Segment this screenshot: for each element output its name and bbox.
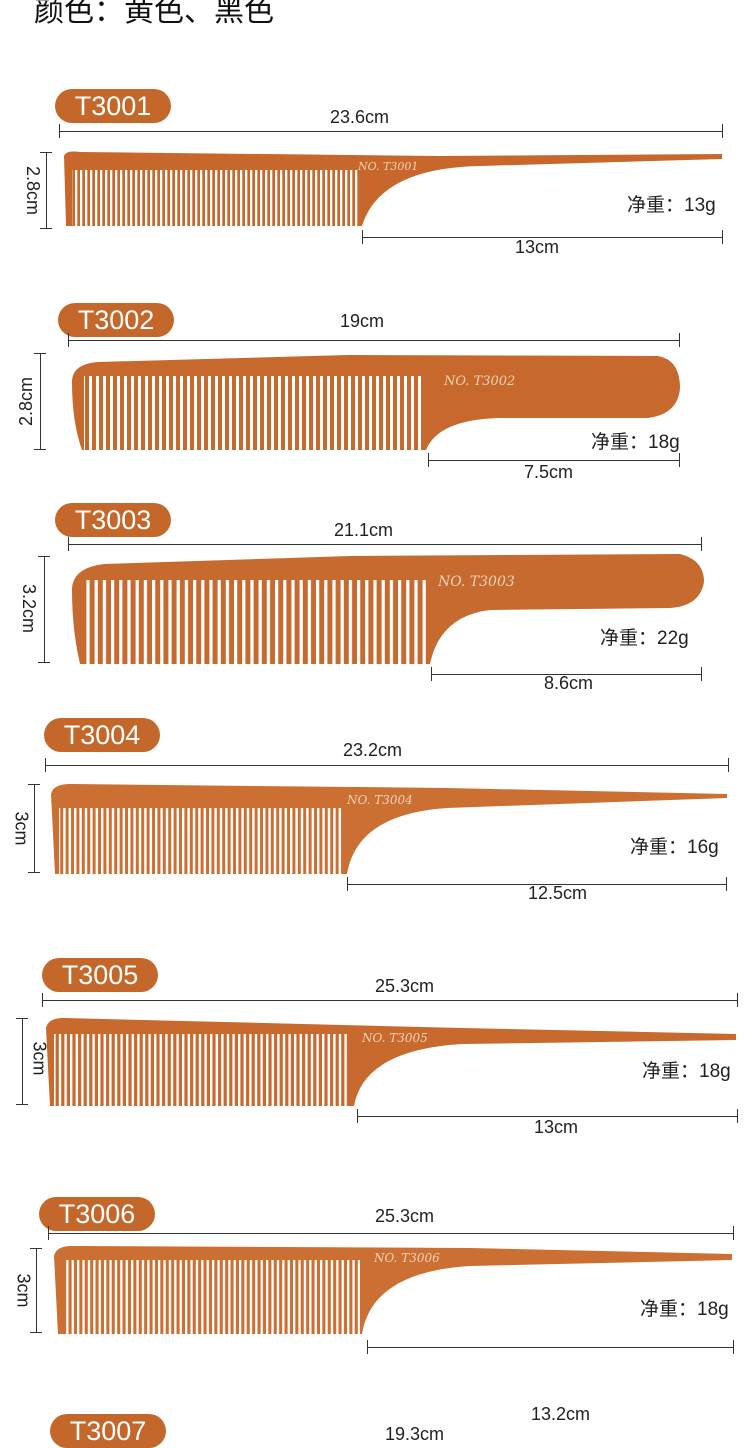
tick [28, 784, 40, 785]
stamp-text: NO. T3006 [373, 1251, 440, 1265]
weight-text: 净重：13g [627, 195, 716, 216]
tick [30, 1332, 42, 1333]
tick [728, 758, 729, 772]
tick [701, 537, 702, 551]
color-info-text: 颜色：黄色、黑色 [34, 0, 274, 28]
comb-image: NO. T3001 [64, 151, 722, 228]
length-label: 21.1cm [334, 520, 394, 540]
tick [733, 1340, 734, 1354]
model-badge: T3001 [55, 89, 171, 123]
weight-text: 净重：22g [600, 628, 689, 649]
height-label: 3cm [11, 811, 32, 846]
tick [38, 556, 50, 557]
tick [357, 1109, 358, 1123]
tick [16, 1018, 28, 1019]
length-label: 19cm [340, 311, 385, 331]
tick [733, 1226, 734, 1240]
comb-image: NO. T3004 [51, 784, 727, 876]
tick [679, 453, 680, 467]
model-badge: T3003 [55, 503, 171, 537]
tick [40, 152, 52, 153]
tick [722, 230, 723, 244]
tick [59, 124, 60, 138]
weight-text: 净重：18g [640, 1299, 729, 1320]
weight-text: 净重：18g [591, 432, 680, 453]
handle-line [347, 884, 727, 885]
tick [28, 872, 40, 873]
handle-label: 8.6cm [544, 673, 594, 693]
length-label: 19.3cm [385, 1424, 445, 1444]
handle-label: 13.2cm [531, 1404, 591, 1424]
model-badge: T3002 [58, 303, 174, 337]
tick [679, 333, 680, 347]
tick [722, 124, 723, 138]
handle-line [357, 1116, 737, 1117]
tick [68, 537, 69, 551]
height-line [34, 784, 35, 872]
length-line [48, 1233, 734, 1234]
tick [40, 228, 52, 229]
height-line [46, 152, 47, 228]
comb-image: NO. T3006 [54, 1246, 732, 1334]
length-label: 23.6cm [330, 107, 390, 127]
tick [34, 449, 46, 450]
tick [42, 993, 43, 1007]
tick [347, 877, 348, 891]
tick [362, 230, 363, 244]
handle-label: 13cm [534, 1117, 579, 1137]
height-label: 3cm [13, 1273, 34, 1308]
model-badge: T3005 [42, 958, 158, 992]
comb-image: NO. T3002 [72, 355, 680, 452]
tick [68, 333, 69, 347]
model-badge: T3007 [50, 1414, 166, 1448]
height-line [36, 1248, 37, 1332]
tick [428, 453, 429, 467]
height-line [40, 353, 41, 449]
comb-image: NO. T3003 [72, 554, 704, 666]
stamp-text: NO. T3003 [437, 574, 515, 590]
tick [737, 993, 738, 1007]
tick [701, 667, 702, 681]
length-line [45, 765, 729, 766]
tick [34, 353, 46, 354]
length-label: 23.2cm [343, 740, 403, 760]
weight-text: 净重：18g [642, 1061, 731, 1082]
tick [45, 758, 46, 772]
model-badge: T3004 [44, 718, 160, 752]
handle-label: 13cm [515, 237, 560, 257]
handle-line [431, 674, 702, 675]
handle-label: 12.5cm [528, 883, 588, 903]
height-label: 2.8cm [16, 376, 37, 427]
comb-image: NO. T3005 [46, 1018, 736, 1106]
handle-line [367, 1347, 734, 1348]
tick [48, 1226, 49, 1240]
tick [30, 1248, 42, 1249]
tick [38, 662, 50, 663]
stamp-text: NO. T3005 [361, 1031, 428, 1045]
length-line [68, 544, 702, 545]
height-label: 2.8cm [23, 165, 44, 216]
stamp-text: NO. T3004 [346, 793, 413, 807]
handle-line [428, 460, 680, 461]
tick [726, 877, 727, 891]
height-label: 3.2cm [19, 583, 40, 634]
handle-line [362, 237, 723, 238]
tick [367, 1340, 368, 1354]
height-line [22, 1018, 23, 1104]
length-line [42, 1000, 738, 1001]
weight-text: 净重：16g [630, 837, 719, 858]
handle-label: 7.5cm [524, 462, 574, 482]
stamp-text: NO. T3001 [357, 160, 418, 173]
model-badge: T3006 [39, 1197, 155, 1231]
height-line [44, 556, 45, 662]
length-label: 25.3cm [375, 1206, 435, 1226]
tick [737, 1109, 738, 1123]
length-label: 25.3cm [375, 976, 435, 996]
stamp-text: NO. T3002 [443, 374, 515, 389]
tick [16, 1104, 28, 1105]
length-line [59, 131, 723, 132]
length-line [68, 340, 680, 341]
tick [431, 667, 432, 681]
